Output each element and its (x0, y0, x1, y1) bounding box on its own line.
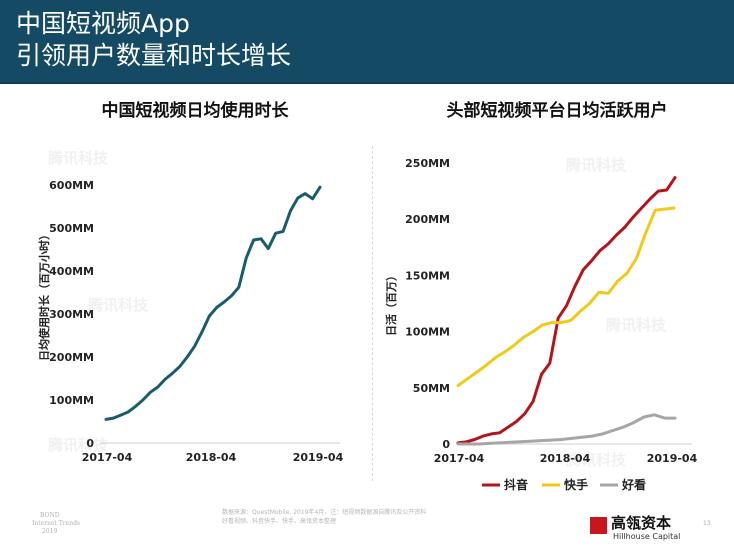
legend-label: 好看 (621, 477, 646, 492)
slide-header: 中国短视频App 引领用户数量和时长增长 (0, 0, 734, 84)
source-note: 数据来源：QuestMobile, 2019年4月，注：短视频数据源自腾讯及公开… (222, 508, 512, 526)
right-chart-series-line (456, 413, 677, 446)
bond-line2: Internet Trends (32, 520, 81, 527)
right-chart-series-line (456, 206, 676, 388)
chart-left: 腾讯科技腾讯科技腾讯科技0100MM200MM300MM400MM500MM60… (47, 149, 344, 464)
slide-title-line2: 引领用户数量和时长增长 (16, 41, 292, 70)
right-chart-x-tick-label: 2018-04 (540, 452, 591, 465)
left-chart-x-tick-label: 2017-04 (82, 451, 133, 464)
left-chart-y-tick-label: 300MM (49, 308, 94, 321)
right-chart-y-tick-label: 150MM (405, 269, 450, 282)
right-chart-y-tick-label: 250MM (405, 157, 450, 170)
slide-title-line1: 中国短视频App (16, 9, 190, 38)
chart-right-title: 头部短视频平台日均活跃用户 (446, 101, 668, 121)
logo-english-name: Hillhouse Capital (613, 532, 681, 541)
hillhouse-logo-icon (590, 517, 607, 534)
right-chart-y-tick-label: 50MM (413, 382, 450, 395)
bond-mark: BOND Internet Trends 2019 (32, 512, 80, 536)
chart-divider (372, 146, 373, 481)
left-chart-y-tick-label: 100MM (49, 394, 94, 407)
right-chart-watermark: 腾讯科技 (605, 316, 667, 334)
left-chart-y-tick-label: 200MM (49, 351, 94, 364)
logo-chinese-name: 高瓴资本 (611, 514, 672, 532)
right-chart-y-tick-label: 0 (442, 438, 450, 451)
chart-right: 腾讯科技腾讯科技腾讯科技050MM100MM150MM200MM250MM201… (405, 156, 698, 492)
page-number: 13 (703, 520, 711, 527)
left-chart-y-tick-label: 400MM (49, 265, 94, 278)
source-line2: 好看视频、抖音快手、快手、高瓴资本整理 (222, 518, 337, 525)
right-chart-x-tick-label: 2019-04 (647, 452, 698, 465)
left-chart-watermark: 腾讯科技 (87, 296, 149, 314)
right-chart-y-tick-label: 100MM (405, 326, 450, 339)
left-chart-y-tick-label: 500MM (49, 222, 94, 235)
legend-label: 抖音 (504, 477, 528, 492)
bond-line3: 2019 (42, 528, 58, 535)
bond-line1: BOND (40, 512, 60, 519)
left-chart-watermark: 腾讯科技 (47, 149, 109, 167)
right-chart-watermark: 腾讯科技 (565, 156, 627, 174)
right-chart-x-tick-label: 2017-04 (434, 452, 485, 465)
chart-left-title: 中国短视频日均使用时长 (101, 101, 289, 121)
left-chart-y-tick-label: 0 (86, 437, 94, 450)
right-chart-y-tick-label: 200MM (405, 213, 450, 226)
source-line1: 数据来源：QuestMobile, 2019年4月，注：短视频数据源自腾讯及公开… (222, 509, 427, 516)
legend-label: 快手 (564, 477, 588, 492)
left-chart-series-line (104, 185, 322, 421)
right-chart-watermark: 腾讯科技 (565, 451, 627, 469)
left-chart-y-tick-label: 600MM (49, 179, 94, 192)
left-chart-x-tick-label: 2018-04 (186, 451, 237, 464)
left-chart-x-tick-label: 2019-04 (293, 451, 344, 464)
left-chart-watermark: 腾讯科技 (47, 436, 109, 454)
right-chart-series-line (456, 176, 677, 445)
